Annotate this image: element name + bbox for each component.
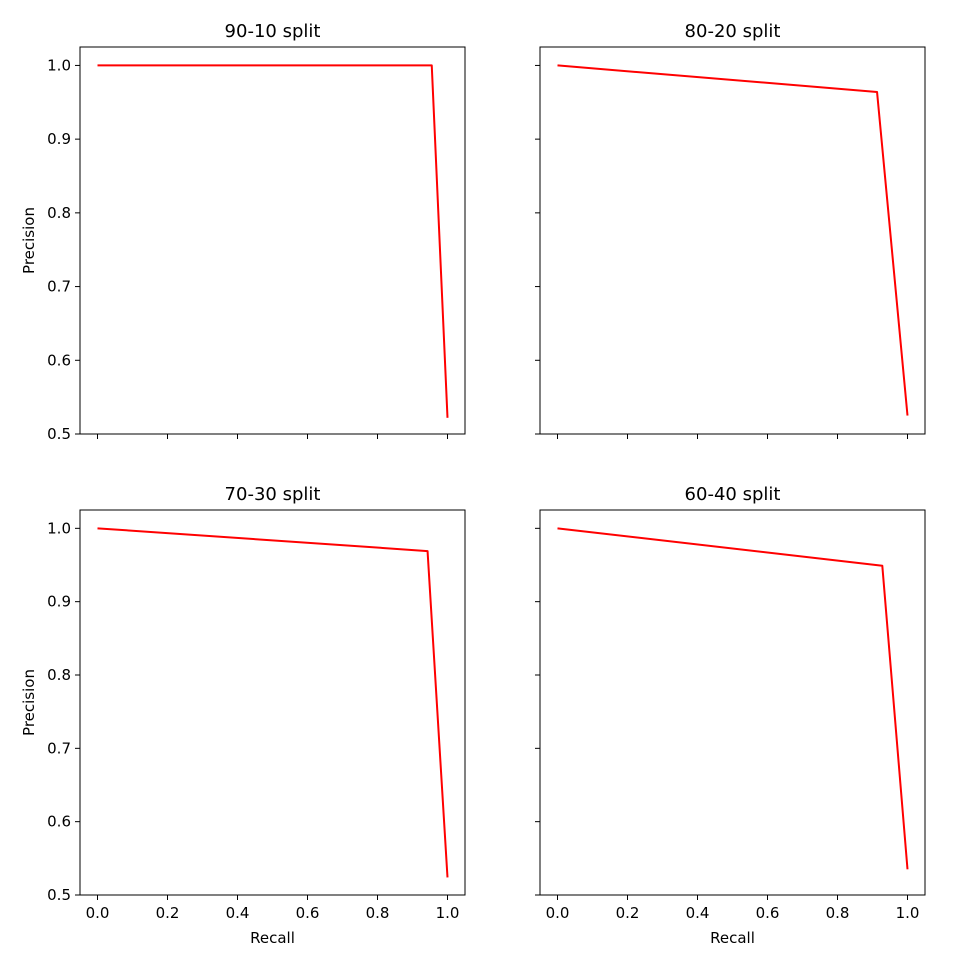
subplot-title: 70-30 split (225, 484, 321, 505)
x-tick-label: 0.8 (366, 904, 390, 922)
axes-frame (539, 509, 926, 896)
x-tick-label: 1.0 (896, 904, 920, 922)
subplot-1: 0.5 0.6 0.7 0.8 0.9 1.0 90-10 split Precision (20, 21, 466, 443)
x-tick-label: 0.4 (226, 904, 250, 922)
x-tick-label: 0.8 (826, 904, 850, 922)
subplot-title: 60-40 split (685, 484, 781, 505)
axes-frame (79, 509, 466, 896)
x-tick-label: 0.0 (86, 904, 110, 922)
subplot-title: 90-10 split (225, 21, 321, 42)
y-tick-label: 0.7 (47, 278, 71, 296)
y-tick-label: 0.5 (47, 886, 71, 904)
axes-frame (79, 46, 466, 435)
x-tick-label: 0.2 (156, 904, 180, 922)
subplot-4: 0.0 0.2 0.4 0.6 0.8 1.0 60-40 split Recall (535, 484, 926, 947)
x-tick-label: 0.0 (546, 904, 570, 922)
y-tick-label: 0.9 (47, 130, 71, 148)
subplot-2: 80-20 split (535, 21, 926, 439)
subplot-title: 80-20 split (685, 21, 781, 42)
x-axis-label: Recall (250, 929, 295, 947)
series-line-1 (97, 527, 449, 878)
series-line-1 (557, 527, 909, 870)
y-tick-label: 1.0 (47, 519, 71, 537)
x-tick-label: 0.4 (686, 904, 710, 922)
y-tick-label: 0.8 (47, 204, 71, 222)
y-tick-label: 0.9 (47, 593, 71, 611)
x-tick-label: 0.2 (616, 904, 640, 922)
y-axis-label: Precision (20, 207, 38, 274)
y-tick-label: 0.6 (47, 351, 71, 369)
subplot-3: 0.0 0.2 0.4 0.6 0.8 1.0 0.5 0.6 0.7 0.8 0.9 1.0 70-3… (20, 484, 466, 947)
y-axis-label: Precision (20, 669, 38, 736)
y-tick-label: 0.5 (47, 425, 71, 443)
y-tick-label: 0.7 (47, 739, 71, 757)
y-tick-label: 1.0 (47, 56, 71, 74)
series-line-1 (557, 64, 909, 416)
x-tick-label: 0.6 (756, 904, 780, 922)
series-line-1 (97, 64, 449, 418)
x-tick-label: 0.6 (296, 904, 320, 922)
axes-frame (539, 46, 926, 435)
y-tick-label: 0.8 (47, 666, 71, 684)
y-tick-label: 0.6 (47, 813, 71, 831)
x-axis-label: Recall (710, 929, 755, 947)
x-tick-label: 1.0 (436, 904, 460, 922)
